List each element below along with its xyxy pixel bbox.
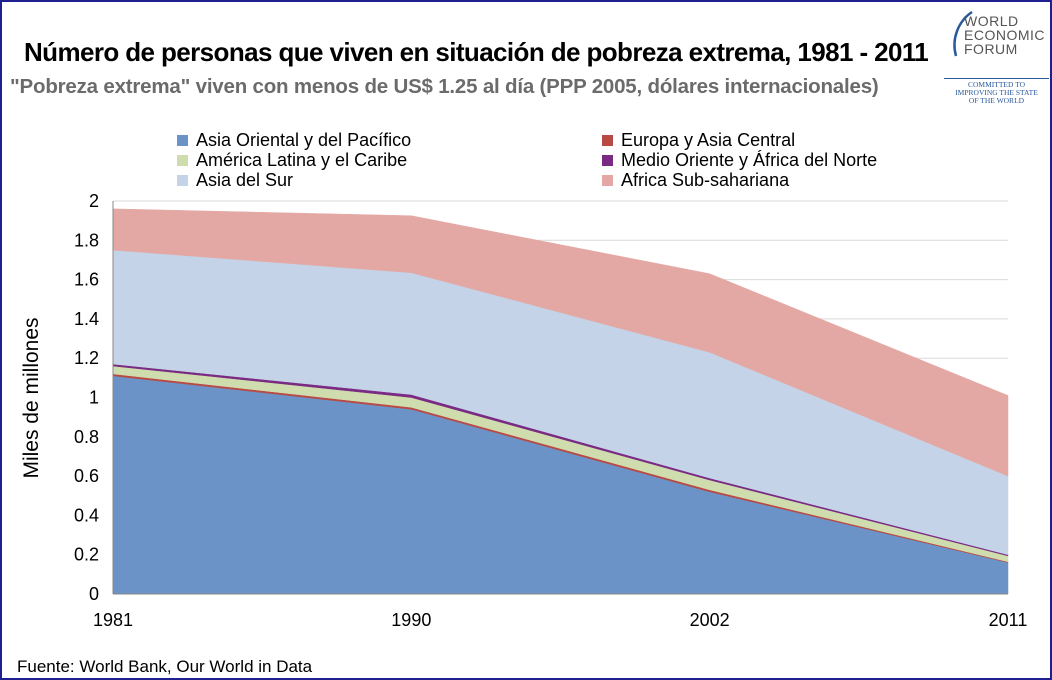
legend-label: Asia Oriental y del Pacífico	[196, 129, 412, 150]
legend-item: Asia Oriental y del Pacífico	[177, 130, 411, 150]
legend-swatch	[602, 134, 613, 146]
legend-label: América Latina y el Caribe	[196, 149, 408, 170]
logo-line: ECONOMIC	[964, 27, 1045, 43]
y-tick-label: 2	[89, 191, 99, 211]
y-tick-label: 0.8	[74, 427, 99, 447]
source-note: Fuente: World Bank, Our World in Data	[17, 657, 313, 676]
y-tick-label: 0.2	[74, 545, 99, 565]
logo-arc-icon	[953, 10, 973, 57]
logo-wordmark: WORLD ECONOMIC FORUM	[964, 13, 1045, 57]
legend-swatch	[177, 134, 188, 146]
y-tick-label: 1.6	[74, 270, 99, 290]
chart-subtitle: "Pobreza extrema" viven con menos de US$…	[10, 75, 879, 98]
logo-line: FORUM	[964, 41, 1018, 57]
logo-tagline: COMMITTED TO IMPROVING THE STATE OF THE …	[944, 78, 1049, 105]
world-economic-forum-logo: WORLD ECONOMIC FORUM COMMITTED TO IMPROV…	[942, 8, 1052, 128]
legend-label: Medio Oriente y África del Norte	[621, 149, 878, 170]
x-tick-label: 2002	[690, 610, 730, 630]
y-tick-label: 1	[89, 388, 99, 408]
logo-line: WORLD	[964, 13, 1019, 29]
x-tick-label: 1990	[391, 610, 431, 630]
legend-label: Europa y Asia Central	[621, 129, 796, 150]
legend-item: Medio Oriente y África del Norte	[602, 150, 877, 170]
logo-tagline-line: IMPROVING THE STATE	[955, 88, 1038, 97]
y-tick-label: 1.2	[74, 348, 99, 368]
x-tick-label: 1981	[93, 610, 133, 630]
y-tick-label: 0	[89, 584, 99, 604]
logo-tagline-line: COMMITTED TO	[967, 80, 1025, 89]
legend-swatch	[177, 174, 188, 186]
y-tick-label: 1.8	[74, 230, 99, 250]
chart-title: Número de personas que viven en situació…	[24, 37, 929, 67]
legend-item: Europa y Asia Central	[602, 130, 795, 150]
legend-item: Asia del Sur	[177, 170, 293, 190]
legend-label: Africa Sub-sahariana	[621, 169, 790, 190]
y-tick-label: 1.4	[74, 309, 99, 329]
legend-item: Africa Sub-sahariana	[602, 170, 789, 190]
area-series-5	[112, 208, 1009, 477]
legend-swatch	[602, 174, 613, 186]
legend-item: América Latina y el Caribe	[177, 150, 407, 170]
x-tick-label: 2011	[989, 610, 1028, 630]
legend-label: Asia del Sur	[196, 169, 294, 190]
chart-legend: Asia Oriental y del Pacífico Europa y Asi…	[177, 130, 937, 192]
y-tick-label: 0.6	[74, 466, 99, 486]
logo-tagline-line: OF THE WORLD	[968, 96, 1025, 105]
y-tick-label: 0.4	[74, 505, 99, 525]
legend-swatch	[177, 154, 188, 166]
legend-swatch	[602, 154, 613, 166]
